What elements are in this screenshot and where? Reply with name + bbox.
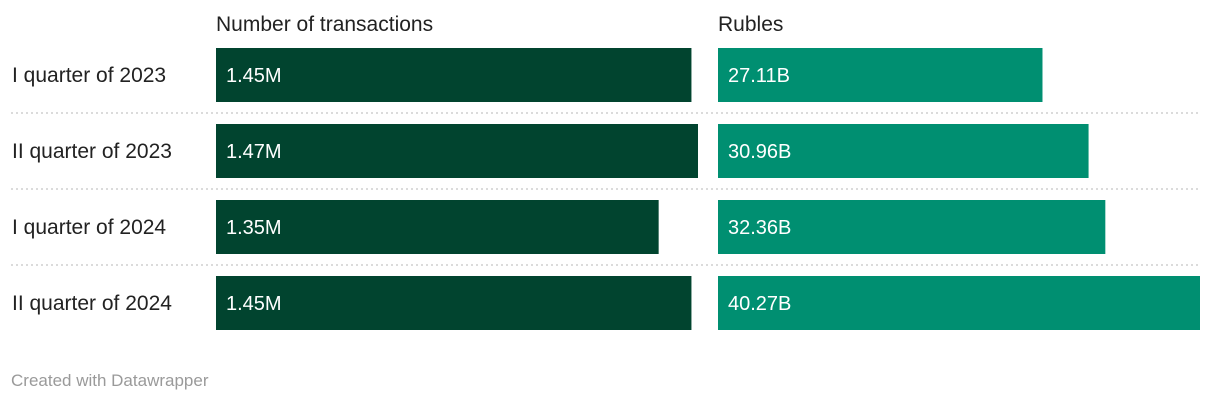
bar-value-label: 40.27B xyxy=(728,293,791,315)
row-label: II quarter of 2024 xyxy=(12,292,172,315)
bar xyxy=(216,276,692,330)
bar-chart: Number of transactions Rubles I quarter of… xyxy=(11,13,1200,330)
row-label: II quarter of 2023 xyxy=(12,140,172,163)
bar-value-label: 1.45M xyxy=(226,293,282,315)
bar-value-label: 1.47M xyxy=(226,141,282,163)
bar xyxy=(216,124,698,178)
bar xyxy=(718,276,1200,330)
bar xyxy=(216,200,659,254)
bar-value-label: 1.35M xyxy=(226,217,282,239)
row-label: I quarter of 2024 xyxy=(12,216,166,239)
bar xyxy=(718,124,1089,178)
column-header-1: Number of transactions xyxy=(216,13,433,36)
bar-value-label: 27.11B xyxy=(728,65,790,87)
bar xyxy=(718,200,1106,254)
bar xyxy=(718,48,1043,102)
column-header-2: Rubles xyxy=(718,13,783,36)
bar-value-label: 30.96B xyxy=(728,141,791,163)
credit-footer: Created with Datawrapper xyxy=(11,371,209,390)
bar xyxy=(216,48,692,102)
row-label: I quarter of 2023 xyxy=(12,64,166,87)
bar-value-label: 32.36B xyxy=(728,217,791,239)
bar-value-label: 1.45M xyxy=(226,65,282,87)
